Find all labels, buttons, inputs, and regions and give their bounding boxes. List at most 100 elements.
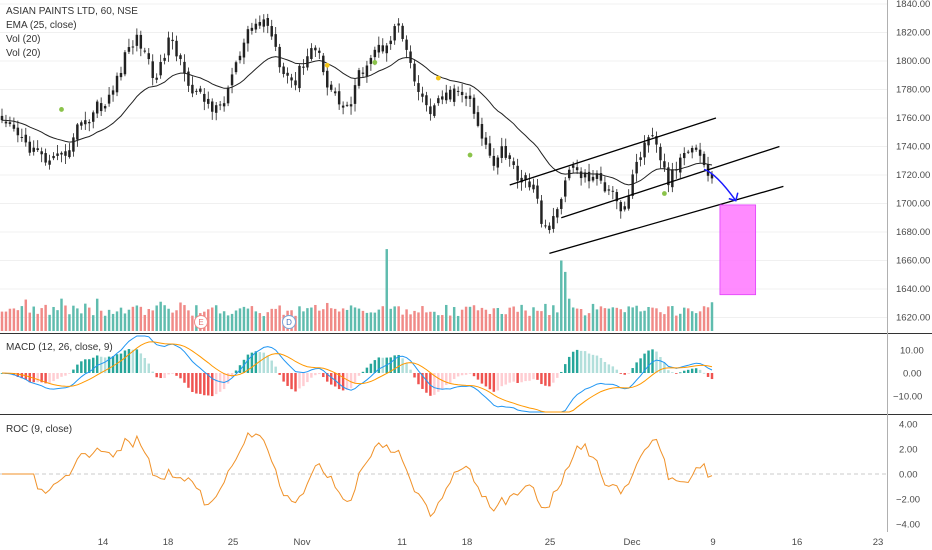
candle-body [333, 91, 337, 94]
macd-histogram-bar [421, 373, 424, 389]
signal-line [1, 341, 713, 413]
price-tick: 1800.00 [896, 56, 930, 67]
candle-body [302, 66, 305, 68]
volume-bar [437, 315, 440, 331]
macd-histogram-bar [710, 373, 714, 380]
candle-body [631, 174, 634, 196]
macd-legend[interactable]: MACD (12, 26, close, 9) [6, 342, 113, 353]
macd-histogram-bar [155, 373, 158, 378]
macd-histogram-bar [651, 349, 654, 373]
candle-body [143, 50, 147, 52]
macd-histogram-bar [314, 373, 317, 376]
candle-body [214, 105, 218, 113]
macd-histogram-bar [298, 373, 301, 389]
volume-bar [310, 307, 313, 331]
signal-dot [324, 62, 330, 68]
volume-bar [671, 306, 674, 331]
macd-histogram-bar [68, 373, 71, 374]
macd-histogram-bar [401, 358, 404, 373]
volume-bar [631, 307, 634, 331]
volume-bar [64, 305, 67, 331]
price-tick: 1720.00 [896, 170, 930, 181]
candle-body [72, 137, 75, 152]
macd-histogram-bar [60, 373, 63, 377]
macd-histogram-bar [500, 373, 504, 387]
roc-axis[interactable]: 4.00 2.00 0.00 −2.00 −4.00 [896, 420, 920, 531]
price-tick: 1840.00 [896, 0, 930, 10]
candle-body [401, 25, 404, 39]
macd-histogram-bar [445, 373, 448, 386]
macd-histogram-bar [417, 373, 420, 385]
macd-histogram-bar [556, 373, 559, 378]
target-zone-box[interactable] [719, 204, 757, 296]
volume-bar [544, 303, 547, 331]
volume-legend[interactable]: Vol (20) [6, 48, 40, 59]
macd-axis[interactable]: 10.00 0.00 −10.00 [893, 346, 924, 403]
forecast-arrow[interactable] [703, 168, 737, 202]
macd-histogram-bar [659, 357, 662, 373]
time-tick: 18 [163, 537, 174, 548]
volume-bar [175, 310, 178, 331]
macd-histogram-bar [107, 356, 111, 373]
candle-body [579, 171, 583, 179]
candle-body [56, 153, 59, 156]
volume-bar [111, 313, 115, 331]
trend-channel-line[interactable] [509, 117, 717, 186]
candle-body [175, 40, 178, 57]
roc-legend[interactable]: ROC (9, close) [6, 424, 72, 435]
candle-body [48, 160, 51, 165]
volume-bar [655, 308, 658, 331]
candle-body [599, 173, 603, 181]
volume-bar [433, 311, 436, 331]
volume-bar [353, 307, 357, 331]
macd-histogram-bar [250, 352, 254, 373]
volume-bar [556, 312, 559, 331]
volume-bar [151, 310, 154, 331]
candle-body [575, 167, 579, 171]
macd-histogram-bar [135, 349, 139, 373]
volume-bar [218, 313, 222, 331]
volume-bar [298, 306, 301, 331]
symbol-title[interactable]: ASIAN PAINTS LTD, 60, NSE [6, 6, 138, 17]
candle-body [377, 44, 381, 53]
trend-channel-line[interactable] [549, 185, 784, 254]
time-axis[interactable]: 14 18 25 Nov 11 18 25 Dec 9 16 23 [98, 537, 884, 548]
candle-body [536, 185, 539, 199]
macd-histogram-bar [139, 353, 143, 373]
time-tick: Nov [294, 537, 311, 548]
macd-histogram-bar [409, 369, 412, 373]
trend-channel-line[interactable] [561, 145, 780, 219]
candle-body [504, 146, 507, 158]
volume-bar [250, 306, 254, 331]
candle-body [310, 48, 313, 59]
candle-body [651, 135, 654, 137]
candle-body [12, 124, 16, 129]
volume-bar [448, 315, 452, 331]
candle-body [413, 63, 416, 82]
volume-bar [238, 308, 242, 331]
macd-histogram-bar [353, 373, 357, 383]
volume-legend[interactable]: Vol (20) [6, 34, 40, 45]
volume-bar [421, 306, 424, 331]
time-tick: 11 [397, 537, 407, 548]
candle-body [131, 46, 135, 48]
price-axis[interactable]: 1840.00 1820.00 1800.00 1780.00 1760.00 … [896, 0, 930, 324]
volume-bar [425, 312, 428, 331]
candle-body [326, 70, 329, 88]
earnings-badge[interactable]: D [282, 315, 296, 329]
signal-dot [372, 60, 378, 65]
macd-histogram-bar [84, 359, 87, 373]
macd-histogram-bar [151, 371, 154, 373]
price-tick: 1680.00 [896, 227, 930, 238]
macd-histogram-bar [587, 353, 591, 373]
volume-bar [583, 315, 587, 331]
drawing-annotations[interactable] [509, 117, 784, 296]
earnings-badge-label: E [198, 318, 203, 327]
earnings-badge[interactable]: E [194, 315, 208, 329]
volume-bar [270, 308, 273, 331]
macd-histogram-bar [425, 373, 428, 393]
candle-body [397, 23, 400, 26]
ema-legend[interactable]: EMA (25, close) [6, 20, 77, 31]
candle-body [544, 225, 547, 227]
